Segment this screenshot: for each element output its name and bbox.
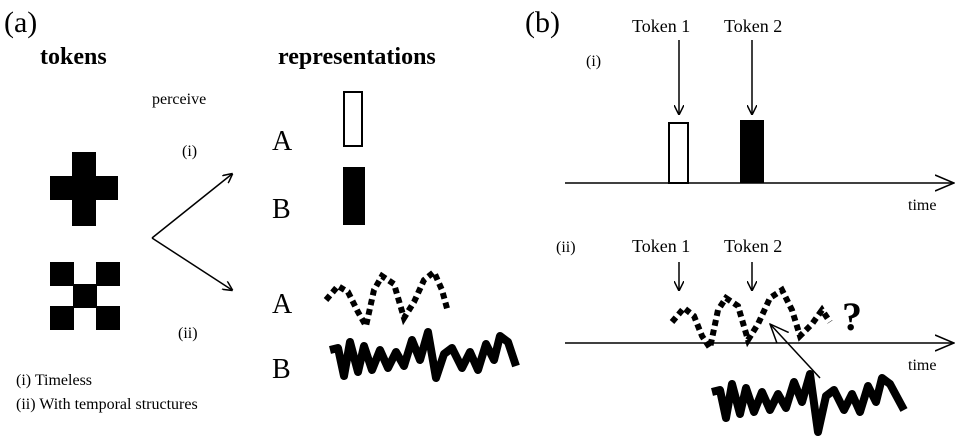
rep-bar: [668, 122, 689, 184]
token-icon: [50, 262, 120, 330]
rep-bar: [740, 120, 764, 183]
legend-item: (ii) With temporal structures: [16, 396, 198, 413]
label: (ii): [178, 325, 198, 342]
rep-bar: [343, 167, 365, 225]
row-label: A: [272, 126, 293, 157]
panel-label: (b): [525, 6, 560, 39]
label: (i): [586, 53, 601, 70]
heading: representations: [278, 44, 436, 70]
panel-label: (a): [4, 6, 37, 39]
unknown-mark: ?: [842, 294, 862, 339]
token-label: Token 2: [724, 16, 782, 36]
token-label: Token 2: [724, 236, 782, 256]
row-label: B: [272, 354, 291, 385]
token-label: Token 1: [632, 236, 690, 256]
rep-bar: [343, 91, 363, 147]
arrow: [151, 237, 232, 290]
rep-wave: [329, 328, 520, 382]
rep-wave: [711, 370, 908, 436]
label: (i): [182, 143, 197, 160]
label: perceive: [152, 91, 206, 108]
arrow: [151, 174, 232, 239]
legend-item: (i) Timeless: [16, 372, 92, 389]
arrow: [770, 324, 821, 379]
token-icon: [50, 152, 118, 226]
row-label: A: [272, 289, 293, 320]
axis-label: time: [908, 357, 936, 374]
row-label: B: [272, 194, 291, 225]
rep-wave: [669, 285, 833, 356]
heading: tokens: [40, 44, 107, 70]
rep-wave: [323, 267, 451, 335]
label: (ii): [556, 239, 576, 256]
axis-label: time: [908, 197, 936, 214]
token-label: Token 1: [632, 16, 690, 36]
